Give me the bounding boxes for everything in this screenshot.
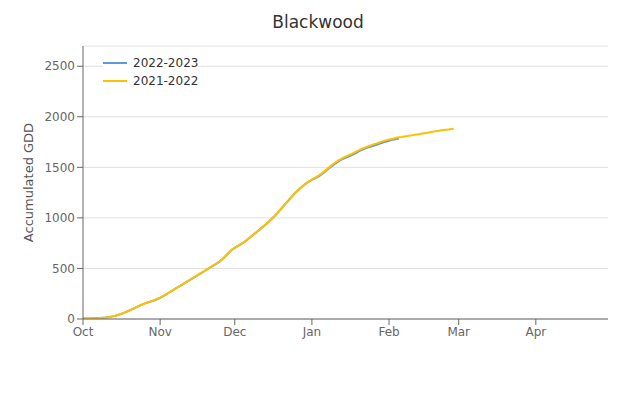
svg-text:Jan: Jan [302,325,322,339]
svg-text:1500: 1500 [44,161,75,175]
svg-text:0: 0 [67,312,75,326]
svg-text:500: 500 [52,262,75,276]
svg-text:Apr: Apr [525,325,546,339]
svg-text:Feb: Feb [378,325,399,339]
svg-text:1000: 1000 [44,211,75,225]
svg-text:Oct: Oct [73,325,94,339]
svg-text:2000: 2000 [44,110,75,124]
html-text:Blackwood: Blackwood [272,12,364,32]
html-text:2022-2023: 2022-2023 [133,56,199,70]
svg-text:Nov: Nov [148,325,171,339]
svg-text:Accumulated GDD: Accumulated GDD [21,123,36,242]
svg-text:Mar: Mar [447,325,470,339]
svg-text:2500: 2500 [44,59,75,73]
html-text:2021-2022: 2021-2022 [133,74,199,88]
svg-text:Dec: Dec [223,325,246,339]
